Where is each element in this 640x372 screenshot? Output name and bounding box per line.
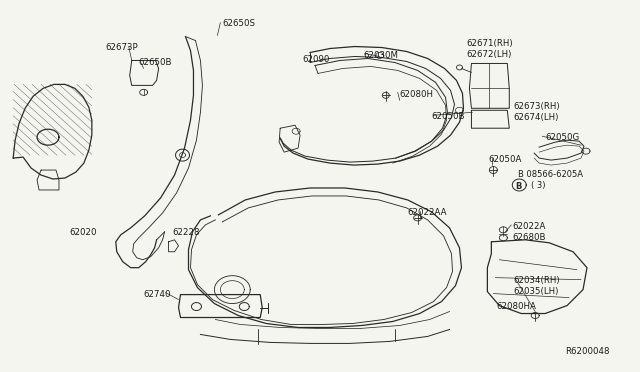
Text: ( 3): ( 3) [531, 181, 546, 190]
Text: 62030M: 62030M [364, 51, 399, 60]
Text: 62680B: 62680B [512, 233, 546, 242]
Text: 62673(RH): 62673(RH) [513, 102, 560, 111]
Text: 62650S: 62650S [222, 19, 255, 28]
Text: 62034(RH): 62034(RH) [513, 276, 560, 285]
Text: 62050A: 62050A [488, 155, 522, 164]
Text: 62674(LH): 62674(LH) [513, 113, 559, 122]
Text: 62080HA: 62080HA [497, 302, 536, 311]
Text: R6200048: R6200048 [565, 347, 609, 356]
Text: 62050G: 62050G [545, 133, 579, 142]
Text: 62650B: 62650B [139, 58, 172, 67]
Text: 62740: 62740 [143, 290, 171, 299]
Text: 62022A: 62022A [512, 222, 546, 231]
Text: 62673P: 62673P [106, 42, 138, 52]
Text: 62672(LH): 62672(LH) [467, 49, 512, 58]
Text: 62020: 62020 [69, 228, 97, 237]
Text: 62228: 62228 [173, 228, 200, 237]
Text: 62671(RH): 62671(RH) [467, 39, 513, 48]
Text: B 08566-6205A: B 08566-6205A [518, 170, 583, 179]
Text: 62022AA: 62022AA [408, 208, 447, 217]
Text: 62090: 62090 [302, 55, 330, 64]
Text: 62050B: 62050B [431, 112, 465, 121]
Text: 62080H: 62080H [400, 90, 434, 99]
Text: 62035(LH): 62035(LH) [513, 286, 559, 296]
Text: B: B [515, 182, 522, 190]
